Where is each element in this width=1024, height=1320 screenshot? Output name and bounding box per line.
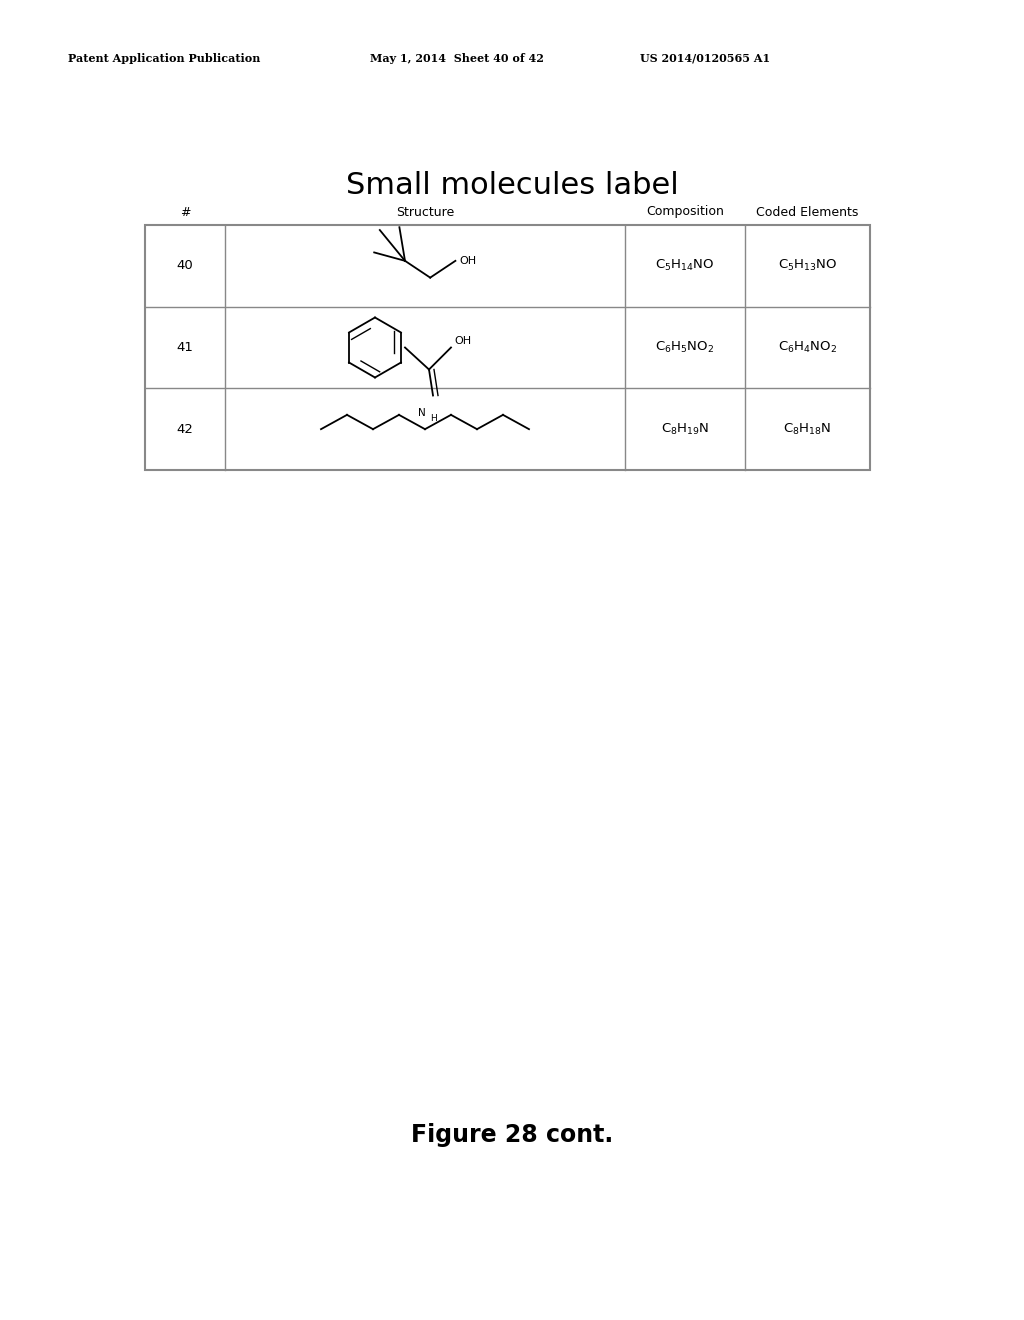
Text: May 1, 2014  Sheet 40 of 42: May 1, 2014 Sheet 40 of 42 bbox=[370, 53, 544, 63]
Text: C$_8$H$_{19}$N: C$_8$H$_{19}$N bbox=[660, 421, 710, 437]
Text: OH: OH bbox=[460, 256, 476, 265]
Text: C$_5$H$_{14}$NO: C$_5$H$_{14}$NO bbox=[655, 259, 715, 273]
Text: N: N bbox=[418, 408, 426, 418]
Text: 41: 41 bbox=[176, 341, 194, 354]
Text: 40: 40 bbox=[176, 259, 194, 272]
Text: C$_6$H$_5$NO$_2$: C$_6$H$_5$NO$_2$ bbox=[655, 341, 715, 355]
Text: C$_5$H$_{13}$NO: C$_5$H$_{13}$NO bbox=[778, 259, 838, 273]
Text: US 2014/0120565 A1: US 2014/0120565 A1 bbox=[640, 53, 770, 63]
Text: Patent Application Publication: Patent Application Publication bbox=[68, 53, 260, 63]
Text: Composition: Composition bbox=[646, 206, 724, 219]
Text: Structure: Structure bbox=[396, 206, 454, 219]
Text: C$_8$H$_{18}$N: C$_8$H$_{18}$N bbox=[783, 421, 831, 437]
Text: #: # bbox=[180, 206, 190, 219]
Bar bbox=[145, 224, 870, 470]
Text: 42: 42 bbox=[176, 422, 194, 436]
Text: Small molecules label: Small molecules label bbox=[346, 170, 678, 199]
Text: C$_6$H$_4$NO$_2$: C$_6$H$_4$NO$_2$ bbox=[778, 341, 838, 355]
Text: Figure 28 cont.: Figure 28 cont. bbox=[411, 1123, 613, 1147]
Text: H: H bbox=[430, 414, 437, 424]
Text: Coded Elements: Coded Elements bbox=[757, 206, 859, 219]
Text: OH: OH bbox=[454, 335, 471, 346]
